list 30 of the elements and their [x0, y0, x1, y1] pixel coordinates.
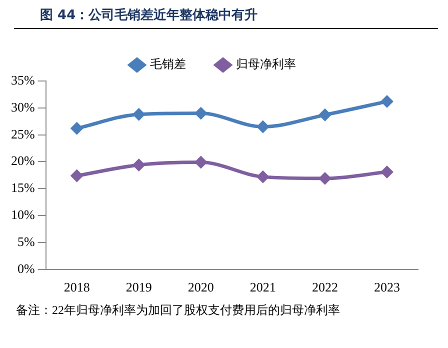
point — [381, 96, 393, 108]
point — [319, 172, 331, 184]
point — [381, 166, 393, 178]
point — [71, 122, 83, 134]
y-tick-label: 5% — [17, 234, 35, 249]
x-tick-label: 2019 — [126, 280, 152, 295]
y-tick-label: 35% — [10, 72, 35, 88]
y-tick-label: 25% — [10, 126, 35, 142]
y-tick-label: 15% — [10, 180, 35, 196]
point — [71, 170, 83, 182]
point — [319, 109, 331, 121]
y-tick-label: 0% — [17, 260, 35, 276]
legend-label: 毛销差 — [150, 57, 186, 72]
point — [133, 159, 145, 171]
x-tick-label: 2023 — [374, 280, 400, 295]
point — [257, 121, 269, 133]
y-tick-label: 20% — [10, 153, 35, 168]
y-tick-label: 30% — [10, 99, 35, 114]
point — [195, 108, 207, 120]
y-tick-label: 10% — [10, 206, 35, 222]
point — [257, 171, 269, 183]
point — [133, 108, 145, 120]
x-tick-label: 2022 — [312, 280, 338, 295]
x-tick-label: 2018 — [64, 280, 90, 295]
chart-title: 图 44：公司毛销差近年整体稳中有升 — [14, 0, 438, 29]
legend-label: 归母净利率 — [236, 57, 296, 72]
text: 备注：22年归母净利率为加回了股权支付费用后的归母净利率 — [15, 302, 341, 319]
x-tick-label: 2021 — [250, 280, 276, 295]
x-tick-label: 2020 — [188, 280, 214, 295]
point — [195, 156, 207, 168]
